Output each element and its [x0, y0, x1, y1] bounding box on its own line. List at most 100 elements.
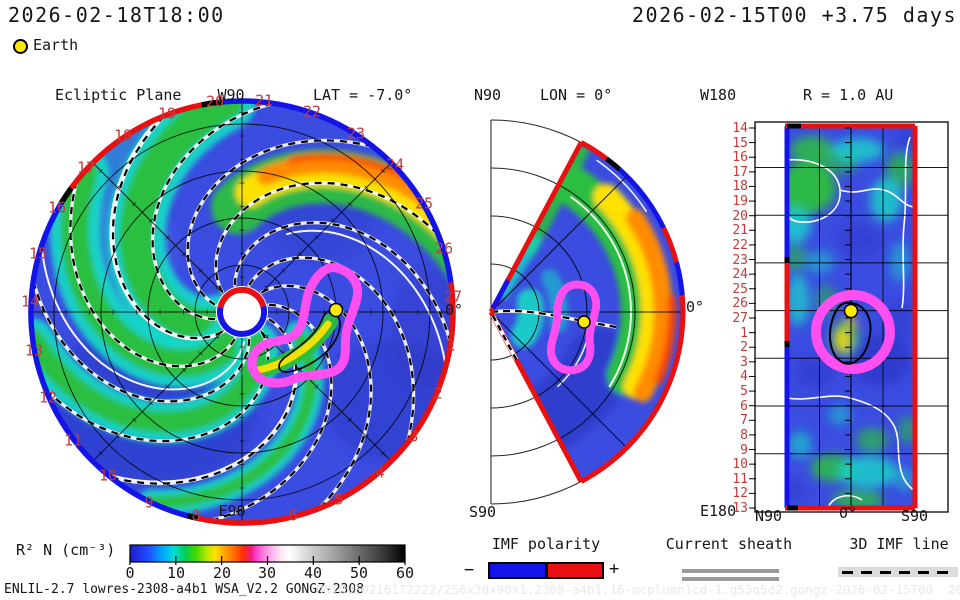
polar-grid [31, 101, 453, 523]
day-tick-marks [749, 127, 851, 509]
earth-marker [328, 302, 344, 318]
radial-day-label: 1 [740, 326, 748, 341]
ecliptic-day-label: 18 [113, 126, 133, 145]
radial-day-label: 8 [740, 428, 748, 443]
colorbar-tick-label: 20 [212, 564, 232, 582]
imf-negative-swatch [488, 562, 546, 579]
ecliptic-w90-label: W90 [217, 86, 245, 104]
imf-line-title: 3D IMF line [849, 535, 949, 553]
radial-day-label: 26 [732, 296, 748, 311]
earth-marker [577, 315, 591, 329]
timestamp-forecast: 2026-02-15T00 +3.75 days [632, 3, 957, 27]
cme-cloud-contour [811, 290, 895, 374]
imf-minus-sign: − [464, 560, 475, 580]
radial-day-label: 22 [732, 238, 748, 253]
colorbar-tick-label: 60 [395, 564, 415, 582]
ecliptic-day-label: 19 [157, 104, 177, 123]
radial-day-label: 27 [732, 311, 748, 326]
timestamp-current: 2026-02-18T18:00 [8, 3, 225, 27]
radial-day-label: 20 [732, 209, 748, 224]
radial-day-label: 17 [732, 165, 748, 180]
radial-day-label: 4 [740, 369, 748, 384]
imf-plus-sign: + [609, 559, 620, 579]
imf-line-sample [838, 567, 958, 577]
imf-polarity-title: IMF polarity [491, 535, 601, 553]
ecliptic-day-label: 24 [385, 155, 405, 174]
imf-positive-swatch [546, 562, 604, 579]
current-sheath-sample-1 [682, 569, 779, 573]
ecliptic-day-label: 8 [191, 506, 201, 525]
radial-day-label: 23 [732, 253, 748, 268]
ecliptic-day-label: 12 [38, 388, 58, 407]
ecliptic-day-label: 1 [446, 336, 456, 355]
ecliptic-day-label: 5 [334, 490, 344, 509]
ecliptic-day-label: 9 [144, 493, 154, 512]
ecliptic-day-label: 4 [375, 463, 385, 482]
earth-marker [843, 303, 859, 319]
cme-density-blob [242, 310, 341, 380]
radial-day-label: 11 [732, 472, 748, 487]
radial-e180-label: E180 [700, 502, 737, 520]
wedge-boundary [488, 140, 686, 484]
radial-day-label: 2 [740, 340, 748, 355]
radial-day-label: 18 [732, 179, 748, 194]
density-contours [787, 136, 915, 508]
polarity-boundary-ring [28, 98, 456, 526]
ecliptic-lat-label: LAT = -7.0° [313, 86, 413, 104]
current-sheath-title: Current sheath [665, 535, 793, 553]
radial-day-label: 12 [732, 486, 748, 501]
current-sheath-sample-2 [682, 577, 779, 581]
radial-w180-label: W180 [700, 86, 737, 104]
ecliptic-day-label: 13 [24, 341, 44, 360]
ecliptic-day-label: 14 [20, 292, 40, 311]
meridional-plot [488, 119, 686, 505]
radial-n90-label: N90 [755, 507, 783, 525]
polarity-boundary-frame [784, 123, 918, 511]
cme-density-outline [828, 301, 872, 365]
ecliptic-day-label: 11 [63, 431, 83, 450]
imf-line-dashes [842, 570, 954, 574]
cme-cloud-contour [247, 263, 363, 388]
ecliptic-day-label: 15 [28, 244, 48, 263]
radial-s90-label: S90 [901, 507, 929, 525]
radial-day-label: 13 [732, 501, 748, 516]
earth-icon [13, 39, 28, 54]
sun-inner-boundary [216, 286, 268, 338]
colorbar-tick-label: 0 [125, 564, 135, 582]
radial-day-label: 3 [740, 355, 748, 370]
spiral-density-arms [31, 101, 453, 516]
ecliptic-zero-deg: 0° [445, 301, 464, 319]
cme-cloud-contour [546, 280, 601, 375]
radial-surface-plot [749, 121, 949, 513]
radial-day-label: 21 [732, 223, 748, 238]
radial-day-label: 19 [732, 194, 748, 209]
ecliptic-day-label: 22 [302, 102, 322, 121]
meridional-title: LON = 0° [540, 86, 613, 104]
ecliptic-day-label: 2 [433, 384, 443, 403]
run-watermark: UNIQUE0216172222/256x30x90x1.2308-a4b1.1… [316, 582, 960, 597]
radial-day-label: 16 [732, 150, 748, 165]
radial-day-label: 15 [732, 136, 748, 151]
ecliptic-day-label: 23 [346, 124, 366, 143]
meridional-s90-label: S90 [469, 503, 497, 521]
ecliptic-day-label: 25 [414, 194, 434, 213]
ecliptic-plane-plot [28, 98, 456, 526]
radial-day-label: 10 [732, 457, 748, 472]
radial-day-label: 7 [740, 413, 748, 428]
ecliptic-day-label: 21 [254, 91, 274, 110]
model-info: ENLIL-2.7 lowres-2308-a4b1 WSA_V2.2 GONG… [4, 582, 365, 597]
colorbar-tick-label: 50 [349, 564, 369, 582]
colorbar-ticks [129, 556, 406, 565]
radial-day-label: 9 [740, 443, 748, 458]
radial-day-label: 24 [732, 267, 748, 282]
meridional-n90-label: N90 [474, 86, 502, 104]
radial-day-label: 6 [740, 399, 748, 414]
imf-line-to-earth [490, 309, 617, 329]
radial-day-label: 5 [740, 384, 748, 399]
ecliptic-day-label: 10 [98, 466, 118, 485]
ecliptic-e90-label: E90 [218, 502, 246, 520]
colorbar-tick-label: 10 [166, 564, 186, 582]
ecliptic-day-label: 3 [409, 427, 419, 446]
radial-day-label: 25 [732, 282, 748, 297]
